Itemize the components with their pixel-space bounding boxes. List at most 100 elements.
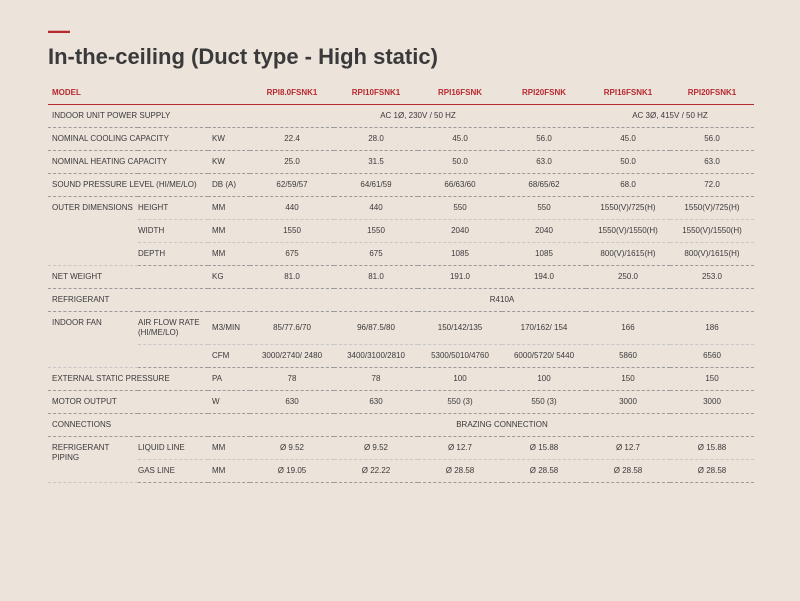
unit-liquid: MM: [208, 437, 250, 460]
cell: Ø 9.52: [334, 437, 418, 460]
cell: 6000/5720/ 5440: [502, 345, 586, 368]
cell: 1550: [250, 220, 334, 243]
cell: 56.0: [502, 128, 586, 151]
cell: 1085: [418, 243, 502, 266]
unit-net-weight: KG: [208, 266, 250, 289]
cell: Ø 28.58: [586, 460, 670, 483]
cell: 3000/2740/ 2480: [250, 345, 334, 368]
row-outer-width: WIDTH MM 1550 1550 2040 2040 1550(V)/155…: [48, 220, 754, 243]
power-supply-b: AC 3Ø, 415V / 50 HZ: [586, 105, 754, 128]
row-cooling: NOMINAL COOLING CAPACITY KW 22.4 28.0 45…: [48, 128, 754, 151]
cell: 64/61/59: [334, 174, 418, 197]
cell: 28.0: [334, 128, 418, 151]
model-col-2: RPI16FSNK: [418, 84, 502, 105]
cell: 1550(V)/1550(H): [670, 220, 754, 243]
unit-depth: MM: [208, 243, 250, 266]
power-supply-a: AC 1Ø, 230V / 50 HZ: [250, 105, 586, 128]
cell: 150/142/135: [418, 312, 502, 345]
unit-width: MM: [208, 220, 250, 243]
row-airflow: INDOOR FAN AIR FLOW RATE (HI/ME/LO) M3/M…: [48, 312, 754, 345]
cell: 63.0: [670, 151, 754, 174]
label-liquid: LIQUID LINE: [138, 437, 208, 460]
cell: 2040: [502, 220, 586, 243]
label-outer-dim: OUTER DIMENSIONS: [48, 197, 138, 266]
page: — In-the-ceiling (Duct type - High stati…: [0, 0, 800, 493]
cell: 675: [334, 243, 418, 266]
cell: 253.0: [670, 266, 754, 289]
cell: 3000: [586, 391, 670, 414]
cell: 150: [586, 368, 670, 391]
cell: 56.0: [670, 128, 754, 151]
unit-cfm: CFM: [208, 345, 250, 368]
unit-height: MM: [208, 197, 250, 220]
row-motor: MOTOR OUTPUT W 630 630 550 (3) 550 (3) 3…: [48, 391, 754, 414]
model-col-3: RPI20FSNK: [502, 84, 586, 105]
cell: 5300/5010/4760: [418, 345, 502, 368]
cell: 440: [334, 197, 418, 220]
label-refrigerant: REFRIGERANT: [48, 289, 250, 312]
cell: 1550(V)/725(H): [586, 197, 670, 220]
cell: Ø 22.22: [334, 460, 418, 483]
cell: 50.0: [586, 151, 670, 174]
cell: 170/162/ 154: [502, 312, 586, 345]
label-indoor-fan: INDOOR FAN: [48, 312, 138, 368]
cell: Ø 15.88: [670, 437, 754, 460]
unit-airflow: M3/MIN: [208, 312, 250, 345]
cell: 1550(V)/1550(H): [586, 220, 670, 243]
label-net-weight: NET WEIGHT: [48, 266, 208, 289]
cell: 250.0: [586, 266, 670, 289]
cell: 85/77.6/70: [250, 312, 334, 345]
cell: 68/65/62: [502, 174, 586, 197]
label-gas: GAS LINE: [138, 460, 208, 483]
cell: 550: [418, 197, 502, 220]
cell: 25.0: [250, 151, 334, 174]
cell: Ø 28.58: [418, 460, 502, 483]
cell: 5860: [586, 345, 670, 368]
row-connections: CONNECTIONS BRAZING CONNECTION: [48, 414, 754, 437]
cell: Ø 12.7: [418, 437, 502, 460]
label-cooling: NOMINAL COOLING CAPACITY: [48, 128, 208, 151]
row-esp: EXTERNAL STATIC PRESSURE PA 78 78 100 10…: [48, 368, 754, 391]
cell: 630: [250, 391, 334, 414]
cell: 63.0: [502, 151, 586, 174]
model-col-1: RPI10FSNK1: [334, 84, 418, 105]
model-col-0: RPI8.0FSNK1: [250, 84, 334, 105]
header-row: MODEL RPI8.0FSNK1 RPI10FSNK1 RPI16FSNK R…: [48, 84, 754, 105]
cell: 800(V)/1615(H): [586, 243, 670, 266]
row-net-weight: NET WEIGHT KG 81.0 81.0 191.0 194.0 250.…: [48, 266, 754, 289]
label-power-supply: INDOOR UNIT POWER SUPPLY: [48, 105, 250, 128]
row-outer-height: OUTER DIMENSIONS HEIGHT MM 440 440 550 5…: [48, 197, 754, 220]
cell: Ø 28.58: [502, 460, 586, 483]
cell: 191.0: [418, 266, 502, 289]
cell: 68.0: [586, 174, 670, 197]
row-heating: NOMINAL HEATING CAPACITY KW 25.0 31.5 50…: [48, 151, 754, 174]
cell: 1085: [502, 243, 586, 266]
cell: 550 (3): [502, 391, 586, 414]
model-header: MODEL: [48, 84, 250, 105]
cell: 22.4: [250, 128, 334, 151]
cell: 81.0: [334, 266, 418, 289]
label-width: WIDTH: [138, 220, 208, 243]
row-cfm: CFM 3000/2740/ 2480 3400/3100/2810 5300/…: [48, 345, 754, 368]
label-cfm: [138, 345, 208, 368]
label-airflow: AIR FLOW RATE (HI/ME/LO): [138, 312, 208, 345]
label-connections: CONNECTIONS: [48, 414, 250, 437]
cell: 800(V)/1615(H): [670, 243, 754, 266]
row-refrigerant: REFRIGERANT R410A: [48, 289, 754, 312]
cell: 45.0: [586, 128, 670, 151]
cell: Ø 28.58: [670, 460, 754, 483]
accent-dash: —: [48, 20, 752, 42]
cell: Ø 15.88: [502, 437, 586, 460]
cell: 50.0: [418, 151, 502, 174]
cell: 96/87.5/80: [334, 312, 418, 345]
cell: 6560: [670, 345, 754, 368]
model-col-4: RPI16FSNK1: [586, 84, 670, 105]
cell: 1550(V)/725(H): [670, 197, 754, 220]
page-title: In-the-ceiling (Duct type - High static): [48, 44, 752, 70]
cell: 440: [250, 197, 334, 220]
label-height: HEIGHT: [138, 197, 208, 220]
cell: 194.0: [502, 266, 586, 289]
cell: 100: [418, 368, 502, 391]
connections-span: BRAZING CONNECTION: [250, 414, 754, 437]
cell: 81.0: [250, 266, 334, 289]
